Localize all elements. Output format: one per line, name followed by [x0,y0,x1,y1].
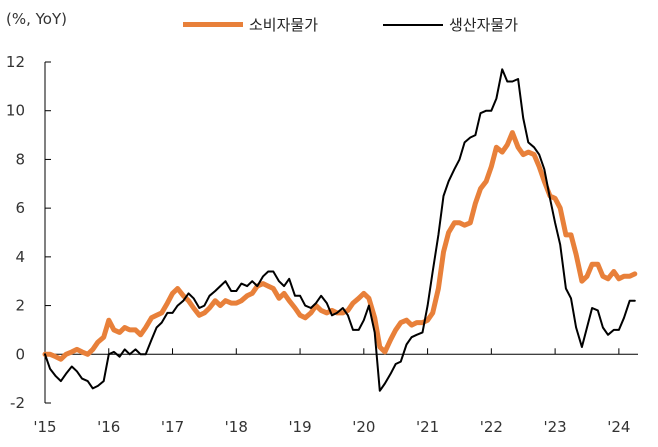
x-tick-label: '18 [225,418,248,436]
y-tick-label: 10 [6,102,25,120]
x-tick-label: '19 [288,418,311,436]
x-tick-label: '24 [607,418,630,436]
legend-item-cpi: 소비자물가 [183,14,318,35]
legend-swatch-cpi [183,22,243,27]
x-tick-label: '21 [416,418,439,436]
legend-swatch-ppi [383,23,443,26]
x-tick-label: '16 [97,418,120,436]
legend-label-cpi: 소비자물가 [249,16,319,34]
series-line-cpi [42,130,638,362]
y-tick-label: 6 [15,199,25,217]
x-tick-label: '17 [161,418,184,436]
x-tick-label: '23 [543,418,566,436]
legend-label-ppi: 생산자물가 [449,16,519,34]
legend-item-ppi: 생산자물가 [383,14,518,35]
series-line-ppi [44,68,636,392]
x-tick-label: '22 [480,418,503,436]
y-tick-label: 0 [15,345,25,363]
y-tick-label: 8 [15,150,25,168]
y-tick-label: 12 [6,53,25,71]
y-tick-label: -2 [10,394,25,412]
y-tick-label: 2 [15,297,25,315]
x-tick-label: '15 [33,418,56,436]
y-axis-unit-label: (%, YoY) [6,10,68,28]
x-tick-label: '20 [352,418,375,436]
y-tick-label: 4 [15,248,25,266]
